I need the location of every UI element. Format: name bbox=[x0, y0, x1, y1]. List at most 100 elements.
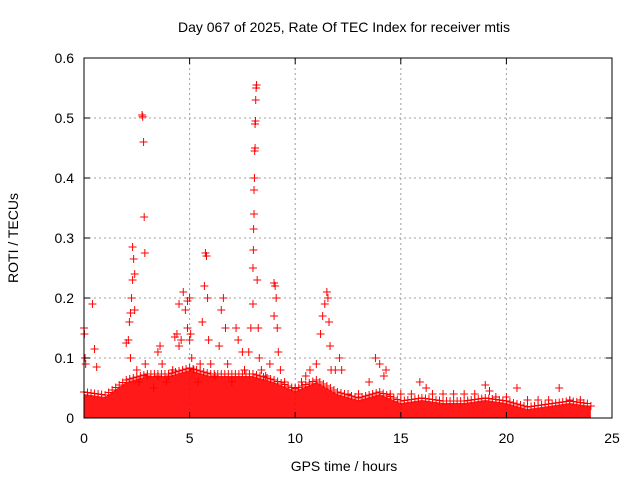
data-point bbox=[126, 354, 135, 362]
data-point bbox=[210, 372, 219, 380]
band-marker bbox=[248, 370, 257, 378]
data-point bbox=[215, 342, 224, 350]
x-axis-label: GPS time / hours bbox=[291, 458, 398, 474]
data-point bbox=[221, 324, 230, 332]
data-point bbox=[586, 402, 595, 410]
data-point bbox=[249, 225, 258, 233]
data-point bbox=[246, 324, 255, 332]
data-point bbox=[175, 342, 184, 350]
data-point bbox=[273, 324, 282, 332]
data-point bbox=[396, 390, 405, 398]
data-point bbox=[248, 300, 257, 308]
data-point bbox=[130, 270, 139, 278]
data-point bbox=[196, 360, 205, 368]
data-point bbox=[223, 360, 232, 368]
x-tick-label: 5 bbox=[186, 430, 194, 446]
band-marker bbox=[382, 391, 391, 399]
band-marker bbox=[326, 384, 335, 392]
x-tick-label: 20 bbox=[499, 430, 515, 446]
data-point bbox=[181, 306, 190, 314]
data-point bbox=[491, 393, 500, 401]
y-tick-label: 0.6 bbox=[55, 50, 75, 66]
data-point bbox=[202, 252, 211, 260]
data-point bbox=[254, 324, 263, 332]
data-point bbox=[162, 378, 171, 386]
data-point bbox=[128, 243, 137, 251]
data-point bbox=[470, 390, 479, 398]
data-point bbox=[379, 372, 388, 380]
band-marker bbox=[252, 371, 261, 379]
band-marker bbox=[372, 389, 381, 397]
data-point bbox=[185, 336, 194, 344]
data-point bbox=[305, 366, 314, 374]
data-point bbox=[140, 213, 149, 221]
data-point bbox=[326, 342, 335, 350]
band-marker bbox=[333, 388, 342, 396]
data-point bbox=[354, 390, 363, 398]
data-point bbox=[139, 138, 148, 146]
data-point bbox=[249, 246, 258, 254]
dense-data-band bbox=[80, 364, 592, 418]
data-point bbox=[217, 306, 226, 314]
y-tick-label: 0.3 bbox=[55, 230, 75, 246]
data-point bbox=[344, 390, 352, 398]
band-marker bbox=[516, 401, 525, 409]
band-marker bbox=[125, 375, 134, 383]
data-point bbox=[382, 366, 391, 374]
data-point bbox=[206, 360, 215, 368]
band-marker bbox=[379, 389, 388, 398]
band-marker bbox=[375, 388, 384, 396]
data-point bbox=[502, 393, 511, 401]
data-point bbox=[244, 348, 253, 356]
data-point bbox=[88, 300, 97, 308]
band-marker bbox=[185, 364, 194, 372]
data-point bbox=[512, 384, 521, 392]
data-point bbox=[365, 378, 374, 386]
data-point bbox=[523, 396, 532, 404]
data-point bbox=[375, 360, 384, 368]
y-tick-label: 0 bbox=[66, 410, 74, 426]
data-point bbox=[407, 390, 416, 398]
band-marker bbox=[189, 365, 198, 373]
band-marker bbox=[196, 367, 205, 375]
data-point bbox=[257, 366, 266, 374]
data-point bbox=[250, 210, 259, 218]
data-point bbox=[92, 363, 101, 371]
data-point bbox=[320, 300, 329, 308]
y-tick-labels: 0 0.1 0.2 0.3 0.4 0.5 0.6 bbox=[55, 50, 75, 426]
data-point bbox=[534, 396, 543, 404]
band-marker bbox=[277, 379, 286, 387]
data-point bbox=[219, 294, 228, 302]
data-point bbox=[251, 144, 260, 152]
data-point bbox=[158, 360, 167, 368]
data-point bbox=[175, 300, 184, 308]
data-point bbox=[234, 336, 243, 344]
data-point bbox=[172, 330, 181, 338]
data-point bbox=[138, 111, 147, 119]
data-point bbox=[271, 282, 280, 290]
y-axis-label: ROTI / TECUs bbox=[5, 193, 21, 283]
data-point bbox=[555, 384, 564, 392]
data-point bbox=[189, 366, 198, 374]
data-point bbox=[132, 366, 141, 374]
data-point bbox=[204, 336, 213, 344]
data-point bbox=[187, 354, 196, 362]
data-point bbox=[198, 318, 207, 326]
x-tick-label: 0 bbox=[80, 430, 88, 446]
data-point bbox=[153, 348, 162, 356]
data-point bbox=[168, 366, 177, 374]
data-point bbox=[126, 309, 135, 317]
data-point bbox=[203, 294, 212, 302]
band-marker bbox=[329, 386, 338, 394]
data-point bbox=[415, 378, 424, 386]
band-marker bbox=[132, 373, 141, 381]
band-marker bbox=[263, 374, 272, 382]
band-marker bbox=[393, 395, 402, 404]
band-marker bbox=[284, 382, 293, 390]
data-point bbox=[90, 345, 99, 353]
band-marker bbox=[512, 400, 521, 408]
data-point bbox=[449, 390, 458, 398]
data-point bbox=[485, 387, 494, 395]
data-point bbox=[265, 360, 274, 368]
